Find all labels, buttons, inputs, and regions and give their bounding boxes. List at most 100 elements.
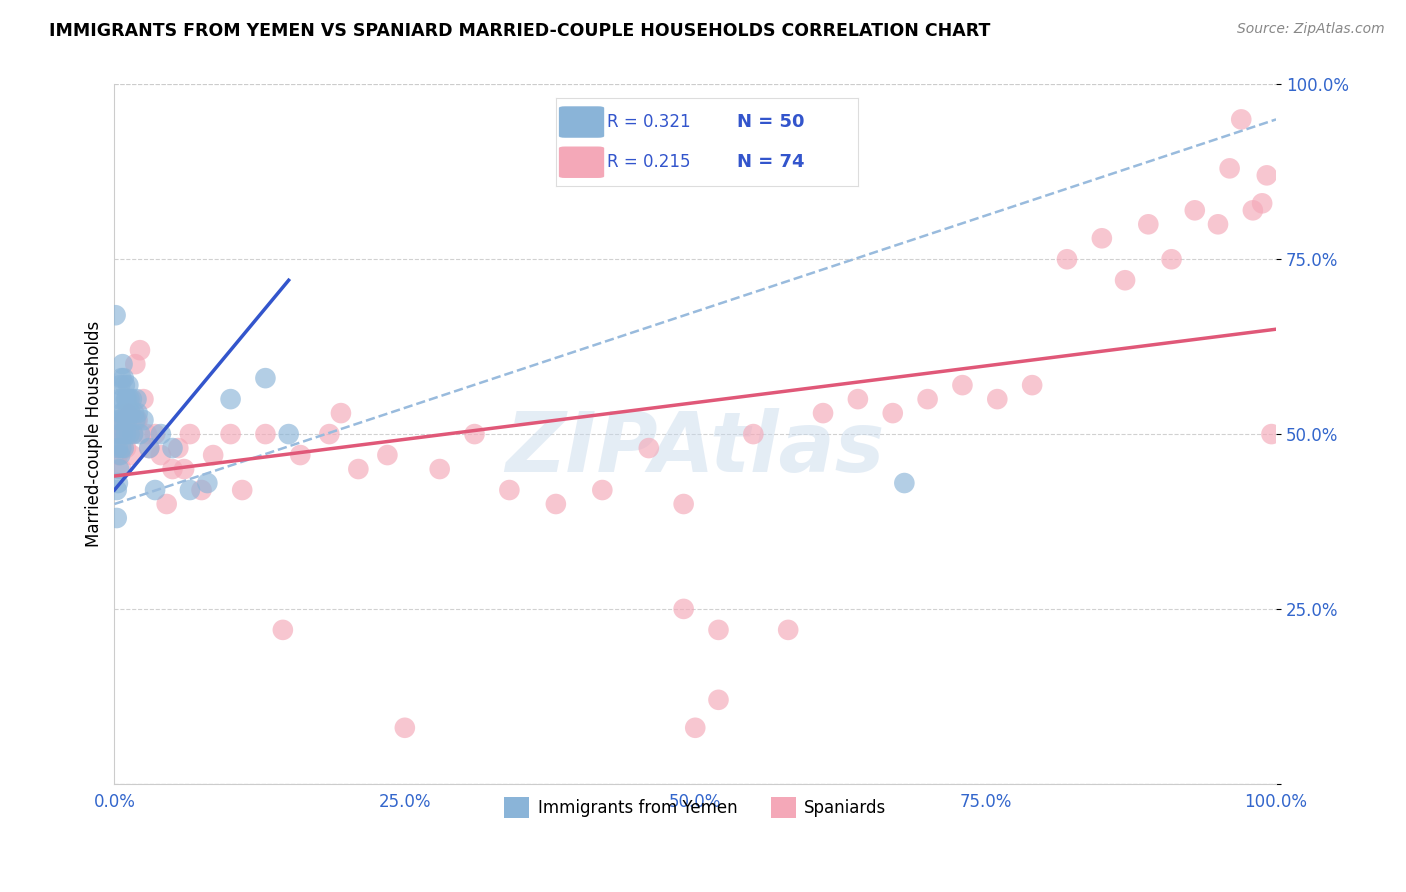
Point — [107, 476, 129, 491]
Point — [707, 693, 730, 707]
Point — [108, 427, 131, 442]
Point — [105, 441, 128, 455]
Point — [127, 413, 149, 427]
Point — [498, 483, 520, 497]
Point — [1230, 112, 1253, 127]
Point — [110, 413, 132, 427]
Point — [107, 413, 129, 427]
Point — [114, 413, 136, 427]
Point — [1219, 161, 1241, 176]
Point — [107, 441, 129, 455]
Point — [132, 413, 155, 427]
Point — [672, 602, 695, 616]
Point — [117, 406, 139, 420]
Point — [162, 441, 184, 455]
Point — [118, 392, 141, 406]
Point — [1256, 169, 1278, 183]
Point — [124, 357, 146, 371]
Point — [156, 497, 179, 511]
Point — [110, 462, 132, 476]
Point — [143, 427, 166, 442]
Point — [129, 427, 152, 442]
Point — [347, 462, 370, 476]
Point — [591, 483, 613, 497]
Point — [1241, 203, 1264, 218]
Point — [179, 483, 201, 497]
Point — [986, 392, 1008, 406]
Point — [110, 406, 132, 420]
Point — [1021, 378, 1043, 392]
Point — [127, 406, 149, 420]
Point — [122, 427, 145, 442]
Point — [132, 392, 155, 406]
Point — [219, 427, 242, 442]
Point — [882, 406, 904, 420]
Point — [108, 427, 131, 442]
Point — [112, 441, 135, 455]
Point — [111, 413, 134, 427]
Point — [122, 406, 145, 420]
Point — [121, 392, 143, 406]
Point — [1206, 217, 1229, 231]
Point — [112, 371, 135, 385]
Point — [1260, 427, 1282, 442]
Point — [429, 462, 451, 476]
Point — [122, 427, 145, 442]
Point — [917, 392, 939, 406]
Point — [544, 497, 567, 511]
Point — [115, 406, 138, 420]
Point — [290, 448, 312, 462]
Point — [254, 427, 277, 442]
Text: Source: ZipAtlas.com: Source: ZipAtlas.com — [1237, 22, 1385, 37]
Point — [111, 427, 134, 442]
Point — [121, 448, 143, 462]
Point — [115, 441, 138, 455]
Point — [811, 406, 834, 420]
Legend: Immigrants from Yemen, Spaniards: Immigrants from Yemen, Spaniards — [498, 790, 893, 824]
Point — [707, 623, 730, 637]
Point — [112, 427, 135, 442]
Point — [117, 427, 139, 442]
Point — [125, 413, 148, 427]
Point — [318, 427, 340, 442]
Point — [173, 462, 195, 476]
Point — [118, 427, 141, 442]
Text: ZIPAtlas: ZIPAtlas — [506, 408, 884, 489]
Point — [104, 308, 127, 322]
Point — [219, 392, 242, 406]
Point — [117, 378, 139, 392]
Point — [394, 721, 416, 735]
Point — [167, 441, 190, 455]
Point — [1114, 273, 1136, 287]
Point — [952, 378, 974, 392]
Point — [110, 448, 132, 462]
Point — [637, 441, 659, 455]
Point — [115, 427, 138, 442]
Point — [111, 392, 134, 406]
Point — [742, 427, 765, 442]
Point — [115, 392, 138, 406]
Point — [110, 378, 132, 392]
Point — [1137, 217, 1160, 231]
Point — [114, 413, 136, 427]
Point — [138, 441, 160, 455]
Point — [114, 378, 136, 392]
Point — [129, 343, 152, 358]
Point — [120, 406, 142, 420]
Point — [893, 476, 915, 491]
Point — [136, 427, 159, 442]
Point — [329, 406, 352, 420]
Point — [231, 483, 253, 497]
Point — [115, 392, 138, 406]
Point — [107, 448, 129, 462]
Point — [149, 448, 172, 462]
Point — [110, 371, 132, 385]
Point — [115, 413, 138, 427]
Point — [108, 462, 131, 476]
Text: IMMIGRANTS FROM YEMEN VS SPANIARD MARRIED-COUPLE HOUSEHOLDS CORRELATION CHART: IMMIGRANTS FROM YEMEN VS SPANIARD MARRIE… — [49, 22, 991, 40]
Point — [149, 427, 172, 442]
Point — [110, 427, 132, 442]
Point — [179, 427, 201, 442]
Point — [778, 623, 800, 637]
Point — [190, 483, 212, 497]
